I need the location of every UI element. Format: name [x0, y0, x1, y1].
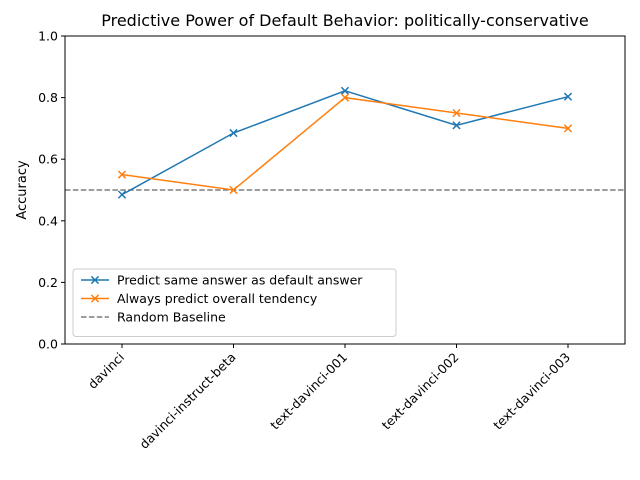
- series-1-point-2: [229, 128, 238, 138]
- legend-box: [72, 268, 397, 337]
- legend: Predict same answer as default answer Alw…: [72, 268, 397, 337]
- series-2: [117, 93, 573, 195]
- y-tick-label: 1.0: [38, 29, 58, 44]
- legend-entry-2: Always predict overall tendency: [81, 291, 318, 306]
- series-2-point-5: [563, 124, 573, 133]
- series-2-point-4: [452, 108, 461, 118]
- chart-title: Predictive Power of Default Behavior: po…: [101, 11, 589, 30]
- x-tick-label: text-davinci-003: [490, 350, 573, 433]
- legend-label: Random Baseline: [117, 310, 226, 325]
- series-2-point-2: [229, 185, 238, 195]
- x-tick-label: text-davinci-001: [267, 350, 350, 433]
- x-tick-label: text-davinci-002: [379, 350, 462, 433]
- series-1-point-3: [340, 86, 350, 95]
- series-1-point-1: [117, 190, 127, 199]
- y-axis-label: Accuracy: [15, 160, 30, 220]
- y-tick-label: 0.6: [38, 152, 58, 167]
- x-tick-label: davinci: [85, 350, 127, 392]
- x-tick-label: davinci-instruct-beta: [136, 350, 238, 452]
- y-tick-label: 0.4: [38, 213, 58, 228]
- legend-entry-3: Random Baseline: [81, 310, 226, 325]
- y-tick-label: 0.0: [38, 337, 58, 352]
- series-1-point-5: [563, 92, 573, 101]
- series-2-point-1: [117, 170, 127, 179]
- legend-entry-1: Predict same answer as default answer: [81, 273, 363, 288]
- legend-label: Always predict overall tendency: [117, 291, 318, 306]
- y-tick-label: 0.2: [38, 275, 58, 290]
- series-1: [117, 86, 573, 199]
- series-2-point-3: [340, 93, 350, 102]
- series-1-point-4: [452, 121, 461, 130]
- y-tick-label: 0.8: [38, 90, 58, 105]
- legend-label: Predict same answer as default answer: [117, 273, 363, 288]
